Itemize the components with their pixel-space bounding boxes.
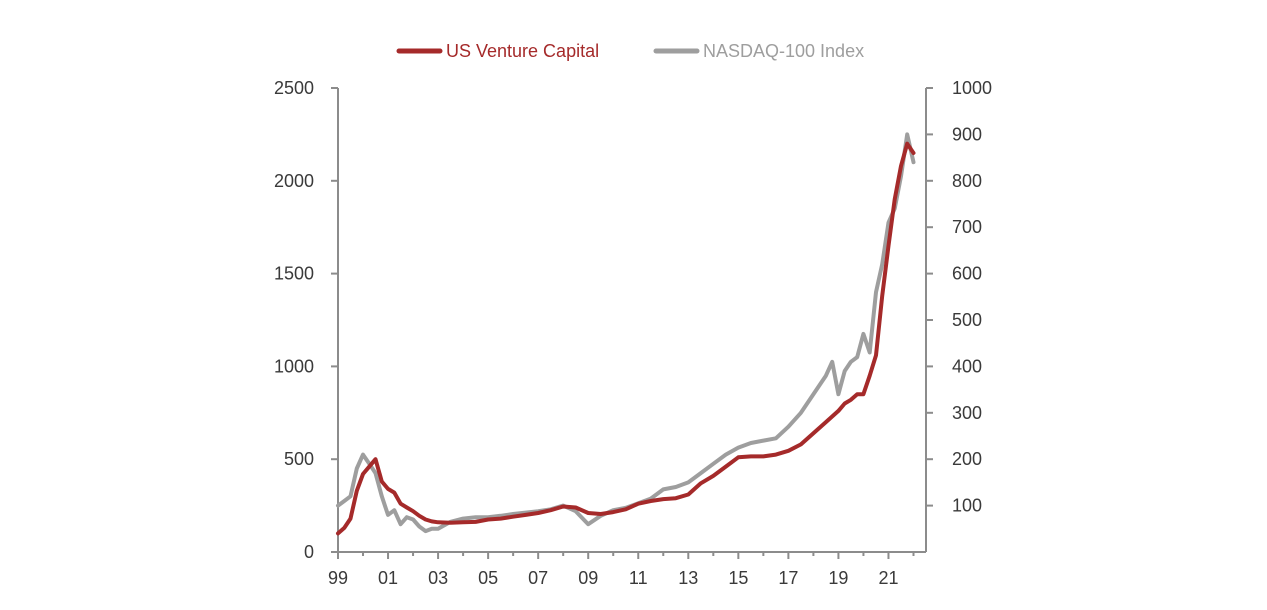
right-tick-label: 100 — [952, 496, 982, 516]
right-tick-label: 700 — [952, 217, 982, 237]
x-tick-label: 09 — [578, 568, 598, 588]
x-tick-label: 07 — [528, 568, 548, 588]
x-tick-label: 05 — [478, 568, 498, 588]
right-axis-ticks: 100 200 300 400 500 600 700 800 900 1000 — [926, 78, 992, 516]
series-layer — [336, 132, 916, 536]
x-tick-label: 19 — [828, 568, 848, 588]
x-tick-label: 99 — [328, 568, 348, 588]
left-tick-label: 2500 — [274, 78, 314, 98]
series-line-nasdaq-100-index — [336, 132, 916, 534]
legend-label-us-venture-capital: US Venture Capital — [446, 41, 599, 61]
left-tick-label: 2000 — [274, 171, 314, 191]
x-tick-label: 11 — [629, 568, 648, 588]
series-line-us-venture-capital — [336, 141, 916, 536]
right-tick-label: 600 — [952, 264, 982, 284]
right-tick-label: 900 — [952, 124, 982, 144]
x-tick-label: 01 — [378, 568, 398, 588]
x-tick-label: 03 — [428, 568, 448, 588]
x-tick-label: 13 — [678, 568, 698, 588]
right-tick-label: 300 — [952, 403, 982, 423]
right-tick-label: 200 — [952, 449, 982, 469]
legend: US Venture Capital NASDAQ-100 Index — [396, 41, 864, 61]
right-tick-label: 1000 — [952, 78, 992, 98]
left-tick-label: 500 — [284, 449, 314, 469]
x-tick-label: 21 — [878, 568, 898, 588]
x-axis-ticks: 99 01 03 05 07 09 11 13 15 17 19 21 — [328, 552, 915, 588]
left-axis-ticks: 0 500 1000 1500 2000 2500 — [274, 78, 338, 562]
left-tick-label: 0 — [304, 542, 314, 562]
right-tick-label: 800 — [952, 171, 982, 191]
right-tick-label: 400 — [952, 356, 982, 376]
x-tick-label: 15 — [728, 568, 748, 588]
right-tick-label: 500 — [952, 310, 982, 330]
x-tick-label: 17 — [778, 568, 798, 588]
legend-label-nasdaq-100: NASDAQ-100 Index — [703, 41, 864, 61]
left-tick-label: 1500 — [274, 264, 314, 284]
left-tick-label: 1000 — [274, 356, 314, 376]
